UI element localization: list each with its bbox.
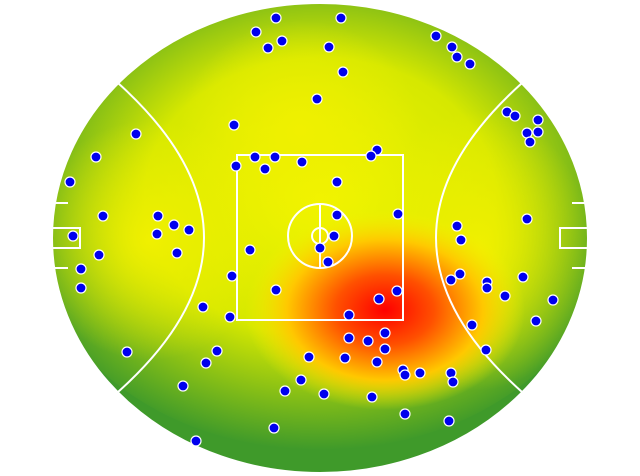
- point: [177, 380, 189, 392]
- point: [323, 41, 335, 53]
- point: [270, 284, 282, 296]
- point: [279, 385, 291, 397]
- point: [259, 163, 271, 175]
- point: [151, 228, 163, 240]
- point: [451, 220, 463, 232]
- point: [270, 12, 282, 24]
- point: [365, 150, 377, 162]
- point: [250, 26, 262, 38]
- point: [303, 351, 315, 363]
- point: [339, 352, 351, 364]
- point: [392, 208, 404, 220]
- point: [183, 224, 195, 236]
- point: [530, 315, 542, 327]
- point: [521, 213, 533, 225]
- point: [454, 268, 466, 280]
- point: [532, 126, 544, 138]
- point: [211, 345, 223, 357]
- point: [268, 422, 280, 434]
- point: [322, 256, 334, 268]
- point: [328, 230, 340, 242]
- point: [335, 12, 347, 24]
- point: [343, 309, 355, 321]
- point: [224, 311, 236, 323]
- point: [200, 357, 212, 369]
- point: [362, 335, 374, 347]
- point: [244, 244, 256, 256]
- field-lines: [51, 2, 589, 474]
- point: [67, 230, 79, 242]
- point: [318, 388, 330, 400]
- point: [276, 35, 288, 47]
- point: [445, 367, 457, 379]
- point: [443, 415, 455, 427]
- point: [480, 344, 492, 356]
- point: [509, 110, 521, 122]
- point: [75, 282, 87, 294]
- point: [547, 294, 559, 306]
- point: [446, 41, 458, 53]
- point: [190, 435, 202, 447]
- point: [466, 319, 478, 331]
- point: [399, 369, 411, 381]
- point: [430, 30, 442, 42]
- point: [197, 301, 209, 313]
- point: [93, 249, 105, 261]
- point: [296, 156, 308, 168]
- point: [445, 274, 457, 286]
- point: [373, 293, 385, 305]
- point: [499, 290, 511, 302]
- point: [481, 282, 493, 294]
- point: [262, 42, 274, 54]
- point: [75, 263, 87, 275]
- point: [455, 234, 467, 246]
- point: [447, 376, 459, 388]
- point: [130, 128, 142, 140]
- point: [121, 346, 133, 358]
- point: [517, 271, 529, 283]
- point: [451, 51, 463, 63]
- point: [97, 210, 109, 222]
- point: [337, 66, 349, 78]
- point: [331, 209, 343, 221]
- point: [379, 343, 391, 355]
- point: [532, 114, 544, 126]
- point: [269, 151, 281, 163]
- point: [379, 327, 391, 339]
- point: [90, 151, 102, 163]
- point: [343, 332, 355, 344]
- point: [226, 270, 238, 282]
- point: [524, 136, 536, 148]
- point: [311, 93, 323, 105]
- point: [314, 242, 326, 254]
- point: [152, 210, 164, 222]
- point: [371, 356, 383, 368]
- point: [366, 391, 378, 403]
- point: [249, 151, 261, 163]
- point: [230, 160, 242, 172]
- point: [414, 367, 426, 379]
- point: [64, 176, 76, 188]
- point: [399, 408, 411, 420]
- point: [295, 374, 307, 386]
- point: [168, 219, 180, 231]
- point: [331, 176, 343, 188]
- point: [391, 285, 403, 297]
- point: [464, 58, 476, 70]
- point: [228, 119, 240, 131]
- point: [171, 247, 183, 259]
